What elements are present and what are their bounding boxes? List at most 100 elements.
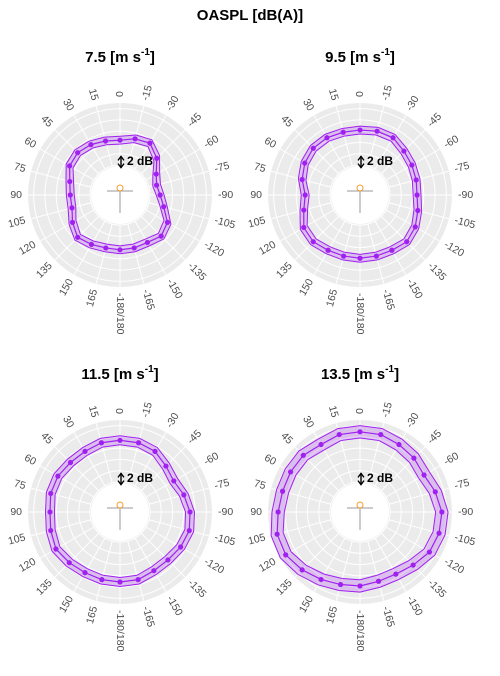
data-point — [67, 163, 73, 169]
panel-title-text: 11.5 [m s — [81, 366, 144, 383]
angle-tick-label: -180/180 — [354, 293, 366, 335]
angle-tick-label: 135 — [34, 260, 55, 281]
panel-title-sup: -1 — [381, 47, 390, 58]
data-point — [378, 431, 384, 438]
angle-tick-label: 120 — [17, 556, 38, 575]
data-point — [318, 441, 324, 448]
angle-tick-label: 135 — [274, 577, 295, 598]
data-point — [82, 570, 88, 576]
angle-tick-label: 75 — [13, 478, 28, 493]
angle-tick-label: -120 — [442, 556, 466, 577]
grid-spoke — [134, 432, 167, 487]
panel-title: 13.5 [m s-1] — [321, 364, 399, 383]
angle-tick-label: 30 — [60, 414, 76, 430]
data-point — [181, 492, 187, 498]
grid-spoke — [73, 432, 106, 487]
data-point — [426, 549, 433, 555]
grid-spoke — [380, 215, 426, 261]
scale-arrow-top — [357, 155, 365, 161]
panel-title-end: ] — [390, 49, 395, 66]
data-point — [375, 578, 382, 584]
angle-tick-label: -180/180 — [354, 610, 366, 652]
angle-tick-label: -150 — [164, 277, 185, 301]
scale-arrow-bottom — [357, 480, 365, 486]
data-point — [279, 488, 286, 494]
data-point — [389, 247, 395, 253]
panel-title-sup: -1 — [145, 364, 154, 375]
angle-tick-label: 45 — [278, 113, 295, 130]
figure-title: OASPL [dB(A)] — [197, 7, 303, 24]
angle-tick-label: 45 — [278, 430, 295, 447]
data-point — [117, 137, 123, 143]
angle-tick-label: -165 — [140, 605, 157, 629]
angle-tick-label: -75 — [213, 477, 231, 493]
grid-spoke — [385, 465, 440, 498]
grid-spoke — [127, 223, 145, 284]
grid-spoke — [280, 148, 335, 181]
angle-tick-label: -120 — [202, 239, 226, 260]
data-point — [88, 241, 95, 248]
angle-tick-label: -90 — [218, 506, 233, 518]
grid-spoke — [140, 129, 186, 175]
data-point — [390, 135, 396, 141]
data-point — [432, 489, 438, 495]
angle-tick-label: 90 — [250, 189, 262, 201]
data-point — [411, 455, 417, 461]
turbine-hub — [356, 184, 364, 192]
confidence-band — [297, 125, 423, 263]
data-point — [117, 247, 123, 253]
data-point — [341, 253, 347, 259]
data-point — [132, 136, 138, 142]
angle-tick-label: -45 — [425, 427, 444, 446]
data-point — [283, 552, 289, 558]
angle-tick-label: -120 — [442, 239, 466, 260]
grid-spoke — [31, 202, 92, 220]
grid-spoke — [127, 423, 145, 484]
data-point — [66, 560, 72, 566]
grid-spoke — [294, 129, 340, 175]
data-point — [301, 224, 307, 231]
grid-spoke — [134, 220, 167, 275]
data-point — [436, 530, 442, 536]
angle-tick-label: -165 — [140, 288, 157, 312]
angle-tick-label: 90 — [10, 189, 22, 201]
grid-spoke — [40, 209, 95, 242]
data-point — [409, 162, 415, 168]
angle-tick-label: 150 — [297, 594, 316, 615]
data-point — [357, 255, 363, 261]
data-point — [357, 127, 363, 133]
data-point — [357, 583, 363, 589]
data-point — [336, 431, 342, 438]
data-point — [75, 150, 81, 156]
grid-spoke — [127, 106, 145, 167]
polar-panel: 7.5 [m s-1]0 -15-30-45-60-75-90-105-120-1… — [7, 47, 237, 335]
angle-tick-label: -180/180 — [114, 610, 126, 652]
grid-spoke — [367, 540, 385, 601]
confidence-band — [65, 134, 172, 255]
grid-spoke — [31, 519, 92, 537]
scale-bar-label: 2 dB — [367, 154, 393, 168]
data-point — [48, 490, 54, 497]
grid-spoke — [95, 540, 113, 601]
data-point — [415, 207, 421, 214]
data-point — [99, 577, 105, 583]
grid-spoke — [31, 487, 92, 505]
angle-tick-label: 60 — [22, 135, 38, 151]
grid-spoke — [54, 532, 100, 578]
grid-spoke — [40, 148, 95, 181]
angle-tick-label: -150 — [404, 594, 425, 618]
angle-tick-label: 30 — [60, 97, 76, 113]
data-point — [88, 142, 94, 148]
grid-spoke — [367, 106, 385, 167]
angle-tick-label: -135 — [185, 577, 208, 600]
angle-tick-label: 90 — [10, 506, 22, 518]
data-point — [161, 204, 167, 210]
data-point — [165, 557, 171, 563]
angle-tick-label: 30 — [300, 414, 316, 430]
grid-spoke — [374, 432, 407, 487]
data-point — [299, 176, 305, 183]
grid-spoke — [95, 106, 113, 167]
angle-tick-label: -75 — [453, 160, 471, 176]
angle-tick-label: 120 — [257, 556, 278, 575]
